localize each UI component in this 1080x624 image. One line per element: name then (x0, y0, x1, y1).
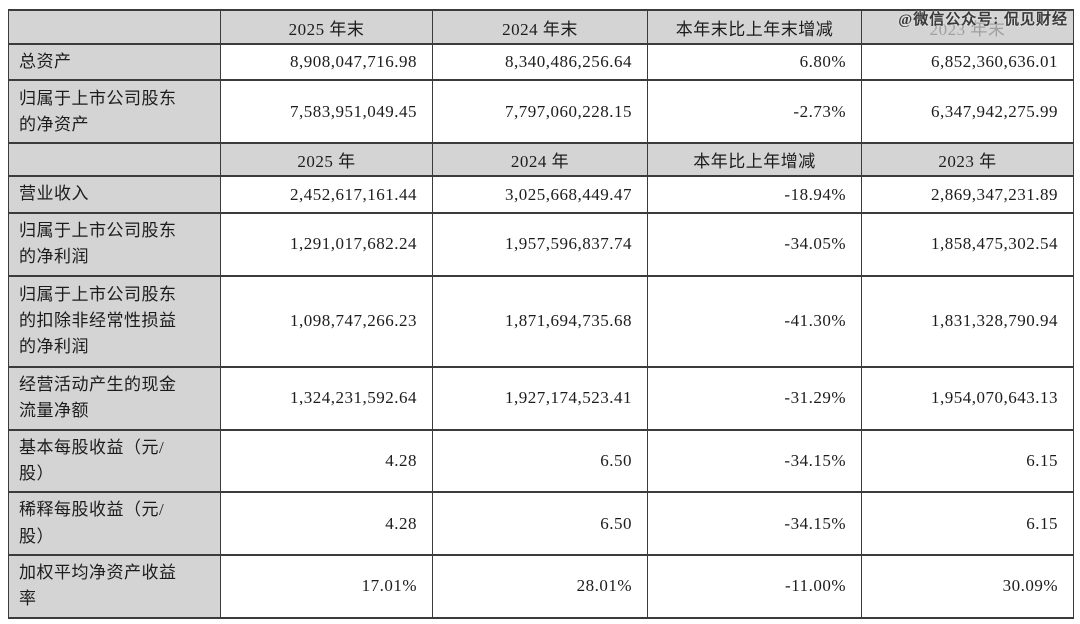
header-cell-2023-year-end: 2023 年末 (861, 9, 1074, 45)
row-label: 稀释每股收益（元/ 股） (8, 491, 221, 557)
row-net-profit: 归属于上市公司股东 的净利润 1,291,017,682.24 1,957,59… (8, 211, 1074, 277)
row-operating-cash-flow: 经营活动产生的现金 流量净额 1,324,231,592.64 1,927,17… (8, 365, 1074, 431)
value-cell: 1,954,070,643.13 (861, 365, 1074, 431)
value-cell: 2,452,617,161.44 (220, 175, 433, 214)
value-cell: -41.30% (647, 274, 862, 368)
row-basic-eps: 基本每股收益（元/ 股） 4.28 6.50 -34.15% 6.15 (8, 428, 1074, 494)
value-cell: -11.00% (647, 554, 862, 619)
value-cell: 6.80% (647, 42, 862, 82)
value-cell: -18.94% (647, 175, 862, 214)
row-total-assets: 总资产 8,908,047,716.98 8,340,486,256.64 6.… (8, 42, 1074, 82)
row-diluted-eps: 稀释每股收益（元/ 股） 4.28 6.50 -34.15% 6.15 (8, 491, 1074, 557)
value-cell: 6.15 (861, 491, 1074, 557)
value-cell: 8,340,486,256.64 (432, 42, 648, 82)
header-cell-2024-year-end: 2024 年末 (432, 9, 648, 45)
value-cell: 7,583,951,049.45 (220, 79, 433, 145)
value-cell: 17.01% (220, 554, 433, 619)
value-cell: 1,957,596,837.74 (432, 211, 648, 277)
row-weighted-avg-roe: 加权平均净资产收益 率 17.01% 28.01% -11.00% 30.09% (8, 554, 1074, 619)
value-cell: -31.29% (647, 365, 862, 431)
row-label: 加权平均净资产收益 率 (8, 554, 221, 619)
row-net-profit-deducted: 归属于上市公司股东 的扣除非经常性损益 的净利润 1,098,747,266.2… (8, 274, 1074, 368)
financial-summary-table: 2025 年末 2024 年末 本年末比上年末增减 2023 年末 总资产 8,… (8, 9, 1074, 619)
value-cell: 8,908,047,716.98 (220, 42, 433, 82)
value-cell: 1,291,017,682.24 (220, 211, 433, 277)
header-row-income: 2025 年 2024 年 本年比上年增减 2023 年 (8, 142, 1074, 178)
header-cell-yoy-change-year-end: 本年末比上年末增减 (647, 9, 862, 45)
value-cell: 3,025,668,449.47 (432, 175, 648, 214)
header-cell-blank (8, 9, 221, 45)
value-cell: 4.28 (220, 491, 433, 557)
value-cell: 1,871,694,735.68 (432, 274, 648, 368)
value-cell: 1,858,475,302.54 (861, 211, 1074, 277)
header-cell-2025-year-end: 2025 年末 (220, 9, 433, 45)
value-cell: 1,098,747,266.23 (220, 274, 433, 368)
value-cell: -34.15% (647, 491, 862, 557)
row-net-assets: 归属于上市公司股东 的净资产 7,583,951,049.45 7,797,06… (8, 79, 1074, 145)
value-cell: 7,797,060,228.15 (432, 79, 648, 145)
value-cell: 6,852,360,636.01 (861, 42, 1074, 82)
row-revenue: 营业收入 2,452,617,161.44 3,025,668,449.47 -… (8, 175, 1074, 214)
value-cell: 1,324,231,592.64 (220, 365, 433, 431)
header-cell-2025: 2025 年 (220, 142, 433, 178)
value-cell: 2,869,347,231.89 (861, 175, 1074, 214)
value-cell: 30.09% (861, 554, 1074, 619)
value-cell: 1,927,174,523.41 (432, 365, 648, 431)
header-cell-yoy-change: 本年比上年增减 (647, 142, 862, 178)
header-cell-2023: 2023 年 (861, 142, 1074, 178)
row-label: 总资产 (8, 42, 221, 82)
header-cell-2024: 2024 年 (432, 142, 648, 178)
watermark-text: @微信公众号: 侃见财经 (898, 12, 1068, 28)
value-cell: 6.15 (861, 428, 1074, 494)
value-cell: -2.73% (647, 79, 862, 145)
row-label: 营业收入 (8, 175, 221, 214)
row-label: 归属于上市公司股东 的净资产 (8, 79, 221, 145)
row-label: 归属于上市公司股东 的扣除非经常性损益 的净利润 (8, 274, 221, 368)
value-cell: 6.50 (432, 491, 648, 557)
header-cell-blank (8, 142, 221, 178)
value-cell: 1,831,328,790.94 (861, 274, 1074, 368)
header-row-balance: 2025 年末 2024 年末 本年末比上年末增减 2023 年末 (8, 9, 1074, 45)
row-label: 归属于上市公司股东 的净利润 (8, 211, 221, 277)
value-cell: 28.01% (432, 554, 648, 619)
row-label: 基本每股收益（元/ 股） (8, 428, 221, 494)
row-label: 经营活动产生的现金 流量净额 (8, 365, 221, 431)
value-cell: -34.05% (647, 211, 862, 277)
value-cell: 4.28 (220, 428, 433, 494)
value-cell: 6.50 (432, 428, 648, 494)
value-cell: 6,347,942,275.99 (861, 79, 1074, 145)
value-cell: -34.15% (647, 428, 862, 494)
